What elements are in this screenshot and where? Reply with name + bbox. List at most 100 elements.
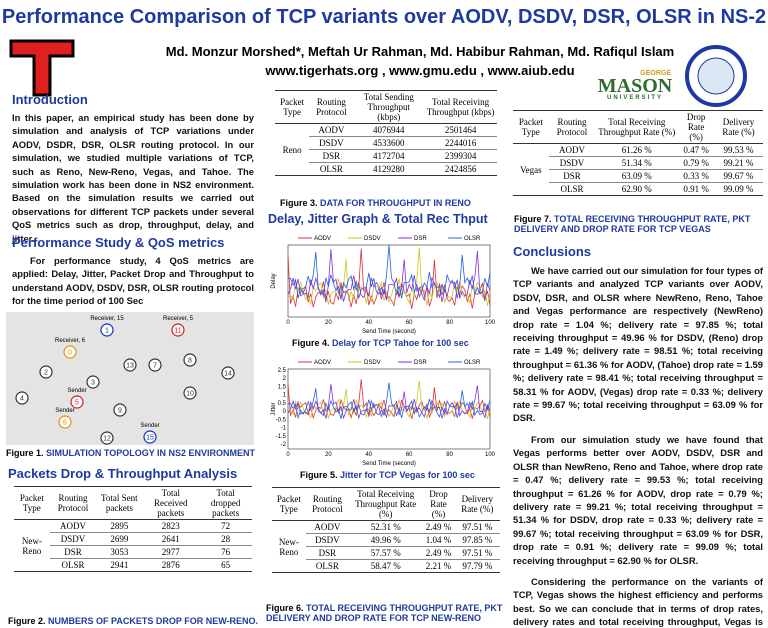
websites: www.tigerhats.org , www.gmu.edu , www.ai… bbox=[265, 63, 575, 78]
x-axis-title: Send Time (second) bbox=[362, 329, 416, 335]
y-axis-title: Jitter bbox=[271, 402, 277, 415]
logo-bottom: UNIVERSITY bbox=[606, 95, 663, 101]
cell: 3053 bbox=[96, 545, 143, 559]
caption-label: Figure 6. bbox=[266, 603, 304, 613]
cell: OLSR bbox=[548, 182, 596, 196]
logo-main: MASON bbox=[597, 75, 673, 97]
cell: 2.49 % bbox=[422, 546, 455, 560]
cell: OLSR bbox=[49, 558, 97, 572]
cell: DSR bbox=[548, 169, 596, 183]
node-annotation: Sender bbox=[67, 388, 86, 394]
caption-label: Figure 5. bbox=[300, 470, 338, 480]
cell: AODV bbox=[548, 143, 596, 157]
x-axis-title: Send Time (second) bbox=[362, 461, 416, 467]
heading: Conclusions bbox=[513, 244, 592, 259]
header-cell: Total Received packets bbox=[142, 486, 200, 520]
node-annotation: Receiver, 5 bbox=[163, 316, 194, 322]
y-tick-label: 1 bbox=[283, 393, 287, 399]
header-cell: Packet Type bbox=[14, 486, 50, 520]
cell: 2699 bbox=[96, 532, 143, 546]
cell: 2941 bbox=[96, 558, 143, 572]
y-tick-label: -0.5 bbox=[276, 417, 287, 423]
row: DSR 57.57 % 2.49 % 97.51 % bbox=[272, 546, 500, 560]
x-tick-label: 100 bbox=[485, 452, 496, 458]
node bbox=[63, 345, 77, 359]
row: DSDV 2699 2641 28 bbox=[14, 532, 252, 546]
cell: 4129280 bbox=[353, 162, 425, 176]
legend-label: DSR bbox=[414, 360, 427, 366]
x-tick-label: 100 bbox=[485, 320, 496, 326]
y-tick-label: 2.5 bbox=[278, 368, 287, 374]
cell: OLSR bbox=[305, 559, 350, 573]
caption-label: Figure 7. bbox=[514, 214, 552, 224]
y-tick-label: 0 bbox=[283, 409, 287, 415]
header-cell: Total Receiving Throughput Rate (%) bbox=[349, 487, 423, 521]
row: OLSR 4129280 2424856 bbox=[275, 162, 497, 176]
node bbox=[143, 430, 157, 444]
y-axis-title: Delay bbox=[271, 273, 277, 288]
caption: Figure 6. TOTAL RECEIVING THROUGHPUT RAT… bbox=[266, 603, 506, 623]
cell: 2876 bbox=[142, 558, 200, 572]
cell: 0.47 % bbox=[678, 143, 715, 157]
header-cell: Drop Rate (%) bbox=[422, 487, 455, 521]
row: New-Reno AODV 2895 2823 72 bbox=[14, 519, 252, 572]
node-label: 12 bbox=[103, 436, 111, 443]
heading: Packets Drop & Throughput Analysis bbox=[8, 466, 238, 481]
caption-label: Figure 1. bbox=[6, 448, 44, 458]
caption-text: TOTAL RECEIVING THROUGHPUT RATE, PKT DEL… bbox=[514, 214, 751, 234]
node-label: 7 bbox=[153, 363, 157, 370]
caption-text: Delay for TCP Tahoe for 100 sec bbox=[332, 338, 469, 348]
header-cell: Packet Type bbox=[272, 487, 306, 521]
cell: 97.85 % bbox=[454, 533, 500, 547]
node bbox=[100, 323, 114, 337]
header-cell: Drop Rate (%) bbox=[678, 110, 715, 144]
cell: 61.26 % bbox=[595, 143, 679, 157]
cell: 63.09 % bbox=[595, 169, 679, 183]
node bbox=[123, 358, 137, 372]
trace bbox=[287, 249, 491, 303]
x-tick-label: 20 bbox=[325, 320, 332, 326]
node-label: 1 bbox=[105, 328, 109, 335]
jitter-graph: AODV DSDV DSR OLSR 0 20 40 60 80 100 2.5 2 1.5 1 0.5 0 -… bbox=[271, 360, 496, 467]
group-cell: Vegas bbox=[513, 143, 549, 196]
row: Vegas AODV 61.26 % 0.47 % 99.53 % bbox=[513, 143, 763, 196]
trace bbox=[287, 382, 491, 420]
paragraph: We have carried out our simulation for f… bbox=[513, 265, 763, 424]
caption: Figure 3. DATA FOR THROUGHPUT IN RENO bbox=[280, 198, 471, 208]
logo-t bbox=[9, 39, 75, 97]
y-tick-label: 2 bbox=[283, 376, 287, 382]
node-label: 14 bbox=[224, 371, 232, 378]
caption-text: SIMULATION TOPOLOGY IN NS2 ENVIRONMENT bbox=[46, 448, 256, 458]
cell: 0.79 % bbox=[678, 156, 715, 170]
node-annotation: Sender bbox=[140, 423, 159, 429]
row: DSR 63.09 % 0.33 % 99.67 % bbox=[513, 169, 763, 183]
cell: 57.57 % bbox=[349, 546, 423, 560]
node-annotation: Sender bbox=[55, 408, 74, 414]
legend-label: OLSR bbox=[464, 236, 481, 242]
cell: 97.51 % bbox=[454, 546, 500, 560]
node-label: 4 bbox=[20, 396, 24, 403]
cell: AODV bbox=[49, 519, 97, 533]
cell: 58.47 % bbox=[349, 559, 423, 573]
node bbox=[86, 375, 100, 389]
caption-text: TOTAL RECEIVING THROUGHPUT RATE, PKT DEL… bbox=[266, 603, 503, 623]
cell: 97.51 % bbox=[454, 520, 500, 534]
y-tick-label: -2 bbox=[281, 442, 287, 448]
cell: 65 bbox=[199, 558, 252, 572]
cell: 4076944 bbox=[353, 123, 425, 137]
cell: 2501464 bbox=[424, 123, 497, 137]
legend-label: AODV bbox=[314, 236, 331, 242]
group-cell: New-Reno bbox=[272, 520, 306, 573]
trace bbox=[287, 244, 491, 300]
heading: Introduction bbox=[12, 92, 88, 107]
gmu-logo: GEORGE MASON UNIVERSITY bbox=[585, 70, 685, 101]
node-label: 3 bbox=[91, 380, 95, 387]
legend-label: OLSR bbox=[464, 360, 481, 366]
node-label: 10 bbox=[186, 391, 194, 398]
header-row: Packet Type Routing Protocol Total Receivi… bbox=[513, 110, 763, 144]
cell: 2244016 bbox=[424, 136, 497, 150]
cell: 1.04 % bbox=[422, 533, 455, 547]
row: OLSR 62.90 % 0.91 % 99.09 % bbox=[513, 182, 763, 196]
caption: Figure 4. Delay for TCP Tahoe for 100 se… bbox=[292, 338, 469, 348]
